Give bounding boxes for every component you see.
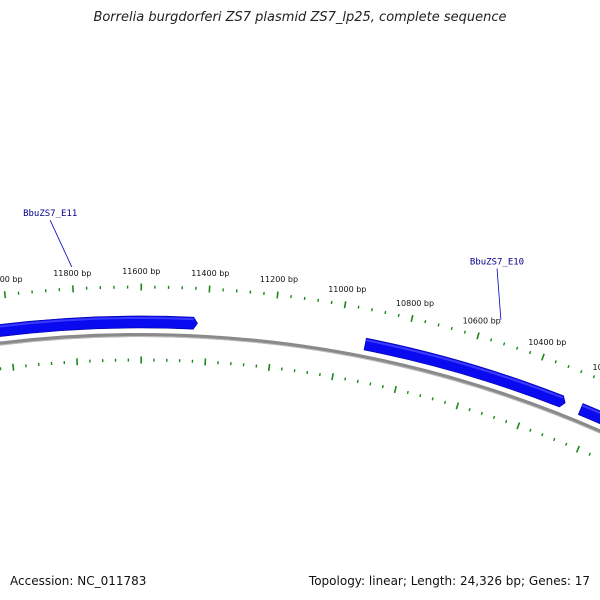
genes-value: 17	[574, 574, 590, 588]
tick-label-12000: 12000 bp	[0, 275, 23, 284]
inner-tick	[516, 422, 521, 430]
inner-tick	[468, 407, 471, 412]
tick-label-10400: 10400 bp	[528, 338, 566, 347]
outer-tick	[410, 314, 414, 323]
inner-tick	[267, 363, 271, 372]
outer-tick	[437, 323, 440, 327]
outer-tick	[503, 342, 506, 346]
inner-tick	[12, 363, 15, 371]
map-title: Borrelia burgdorferi ZS7 plasmid ZS7_lp2…	[93, 10, 507, 25]
accession-value: NC_011783	[77, 574, 147, 588]
outer-tick	[528, 350, 532, 355]
tick-label-11800: 11800 bp	[53, 269, 91, 278]
outer-tick	[567, 364, 570, 369]
outer-tick	[476, 332, 480, 340]
gene-label-BbuZS7_E11: BbuZS7_E11	[23, 209, 77, 219]
accession-label: Accession:	[10, 574, 74, 588]
tick-label-11400: 11400 bp	[191, 269, 229, 278]
inner-tick	[564, 442, 568, 446]
sequence-info: Topology: linear; Length: 24,326 bp; Gen…	[308, 574, 590, 588]
inner-tick	[331, 373, 334, 381]
inner-tick	[455, 402, 460, 410]
inner-tick	[443, 400, 447, 404]
inner-tick	[419, 394, 422, 398]
tick-labels: 10200 bp 10400 bp 10600 bp 10800 bp 11000 bp…	[0, 267, 600, 372]
backbone-highlight	[0, 336, 600, 434]
outer-tick	[276, 291, 279, 299]
outer-tick	[541, 353, 545, 361]
topology-value: linear	[368, 574, 403, 588]
inner-tick	[588, 452, 591, 456]
outer-tick	[3, 291, 7, 299]
outer-tick	[370, 308, 373, 312]
inner-tick	[529, 428, 532, 432]
inner-tick	[553, 437, 556, 442]
inner-tick	[541, 433, 544, 437]
accession-info: Accession: NC_011783	[10, 574, 146, 588]
inner-tick	[480, 411, 483, 416]
outer-tick	[357, 305, 360, 309]
outer-tick	[554, 360, 557, 364]
inner-tick	[505, 419, 508, 424]
outer-tick	[489, 338, 493, 342]
outer-tick	[397, 313, 400, 318]
inner-tick	[492, 415, 496, 420]
gene-label-BbuZS7_E10: BbuZS7_E10	[470, 258, 524, 268]
tick-label-11200: 11200 bp	[260, 275, 298, 284]
outer-tick	[424, 319, 427, 324]
gene-BbuZS7_E10	[363, 337, 566, 408]
outer-tick	[580, 369, 583, 374]
gene-BbuZS7_E10-highlight	[365, 339, 564, 399]
inner-tick	[381, 385, 384, 389]
outer-tick	[592, 375, 596, 379]
outer-tick	[384, 310, 387, 315]
inner-tick	[575, 445, 581, 453]
outer-tick	[450, 326, 453, 331]
tick-label-11000: 11000 bp	[328, 285, 366, 294]
gene-label-leader	[496, 268, 502, 320]
outer-tick-ring	[3, 283, 596, 379]
gene-partial-right	[577, 403, 600, 425]
length-label: Length:	[410, 574, 457, 588]
feature-track	[0, 315, 600, 425]
tick-label-10200: 10200 bp	[593, 363, 600, 372]
tick-label-10600: 10600 bp	[463, 316, 501, 325]
inner-tick	[344, 377, 347, 381]
gene-BbuZS7_E11-highlight	[0, 316, 194, 328]
inner-tick	[369, 382, 372, 386]
length-value: 24,326 bp	[460, 574, 522, 588]
outer-tick	[515, 346, 519, 350]
sequence-backbone	[0, 333, 600, 434]
outer-tick	[343, 301, 347, 309]
outer-tick	[463, 330, 466, 334]
genes-label: Genes:	[528, 574, 571, 588]
inner-tick	[431, 397, 434, 401]
gene-label-leader	[49, 220, 73, 268]
inner-tick	[406, 390, 409, 395]
inner-tick	[393, 385, 397, 394]
gene-partial-right-highlight	[581, 404, 600, 415]
tick-label-11600: 11600 bp	[122, 267, 160, 276]
inner-tick	[356, 379, 359, 383]
gene-labels: BbuZS7_E10 BbuZS7_E11	[23, 209, 524, 320]
topology-label: Topology:	[308, 574, 366, 588]
inner-tick-ring	[0, 356, 591, 456]
tick-label-10800: 10800 bp	[396, 299, 434, 308]
